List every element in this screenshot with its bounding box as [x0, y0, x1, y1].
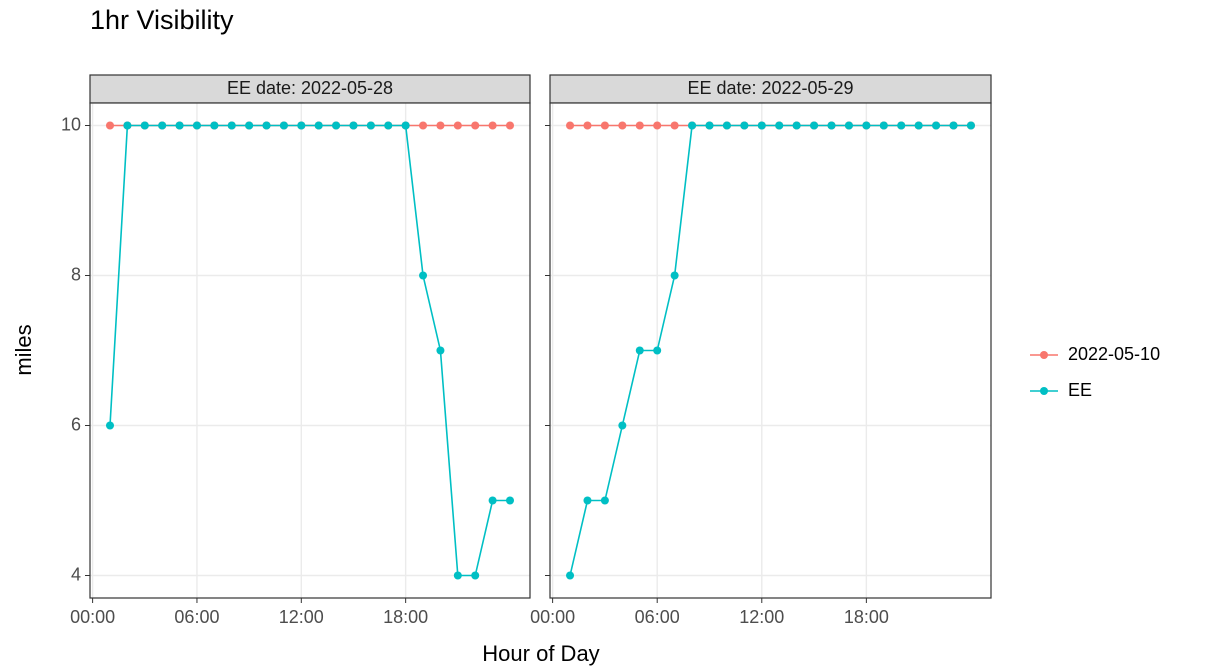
data-point	[401, 121, 410, 130]
x-tick-label: 18:00	[383, 607, 428, 627]
data-point	[488, 496, 497, 505]
data-point	[566, 121, 575, 130]
data-point	[297, 121, 306, 130]
data-point	[670, 271, 679, 280]
legend-label: EE	[1068, 380, 1092, 400]
data-point	[618, 121, 627, 130]
x-axis-label: Hour of Day	[482, 641, 599, 666]
y-tick-label: 6	[71, 414, 81, 434]
data-point	[436, 121, 445, 130]
data-point	[583, 496, 592, 505]
data-point	[932, 121, 941, 130]
data-point	[471, 121, 480, 130]
data-point	[210, 121, 219, 130]
x-tick-label: 12:00	[279, 607, 324, 627]
y-tick-label: 10	[61, 114, 81, 134]
data-point	[792, 121, 801, 130]
data-point	[914, 121, 923, 130]
data-point	[810, 121, 819, 130]
data-point	[332, 121, 341, 130]
legend-key	[1040, 351, 1048, 359]
legend-key	[1040, 387, 1048, 395]
data-point	[262, 121, 271, 130]
data-point	[862, 121, 871, 130]
x-tick-label: 18:00	[844, 607, 889, 627]
data-point	[670, 121, 679, 130]
data-point	[279, 121, 288, 130]
data-point	[705, 121, 714, 130]
data-point	[192, 121, 201, 130]
data-point	[775, 121, 784, 130]
data-point	[453, 121, 462, 130]
data-point	[140, 121, 149, 130]
data-point	[123, 121, 132, 130]
x-tick-label: 00:00	[530, 607, 575, 627]
data-point	[897, 121, 906, 130]
panel-background	[90, 103, 530, 598]
data-point	[488, 121, 497, 130]
data-point	[106, 121, 114, 130]
x-tick-label: 00:00	[70, 607, 115, 627]
data-point	[879, 121, 888, 130]
x-tick-label: 06:00	[635, 607, 680, 627]
y-axis-label: miles	[11, 324, 36, 375]
legend-label: 2022-05-10	[1068, 344, 1160, 364]
data-point	[384, 121, 393, 130]
data-point	[419, 271, 428, 280]
data-point	[314, 121, 323, 130]
y-tick-label: 8	[71, 264, 81, 284]
data-point	[175, 121, 184, 130]
data-point	[436, 346, 445, 355]
data-point	[349, 121, 358, 130]
panel-border	[89, 102, 531, 599]
data-point	[566, 571, 575, 580]
data-point	[106, 421, 114, 430]
data-point	[688, 121, 697, 130]
data-point	[419, 121, 428, 130]
data-point	[227, 121, 236, 130]
data-point	[506, 496, 514, 505]
data-point	[722, 121, 731, 130]
chart-title: 1hr Visibility	[90, 5, 234, 35]
data-point	[245, 121, 254, 130]
data-point	[757, 121, 766, 130]
x-tick-label: 12:00	[739, 607, 784, 627]
data-point	[844, 121, 853, 130]
panel-background	[550, 103, 991, 598]
panel-border	[549, 102, 992, 599]
data-point	[600, 496, 609, 505]
data-point	[471, 571, 480, 580]
data-point	[583, 121, 592, 130]
data-point	[949, 121, 958, 130]
data-point	[827, 121, 836, 130]
data-point	[966, 121, 975, 130]
x-tick-label: 06:00	[174, 607, 219, 627]
data-point	[635, 121, 644, 130]
data-point	[618, 421, 627, 430]
data-point	[740, 121, 749, 130]
strip-label: EE date: 2022-05-28	[227, 78, 393, 98]
data-point	[635, 346, 644, 355]
strip-background	[89, 74, 531, 104]
data-point	[366, 121, 375, 130]
data-point	[506, 121, 514, 130]
y-tick-label: 4	[71, 564, 81, 584]
data-point	[653, 346, 662, 355]
data-point	[453, 571, 462, 580]
data-point	[653, 121, 662, 130]
strip-label: EE date: 2022-05-29	[687, 78, 853, 98]
data-point	[158, 121, 167, 130]
data-point	[600, 121, 609, 130]
